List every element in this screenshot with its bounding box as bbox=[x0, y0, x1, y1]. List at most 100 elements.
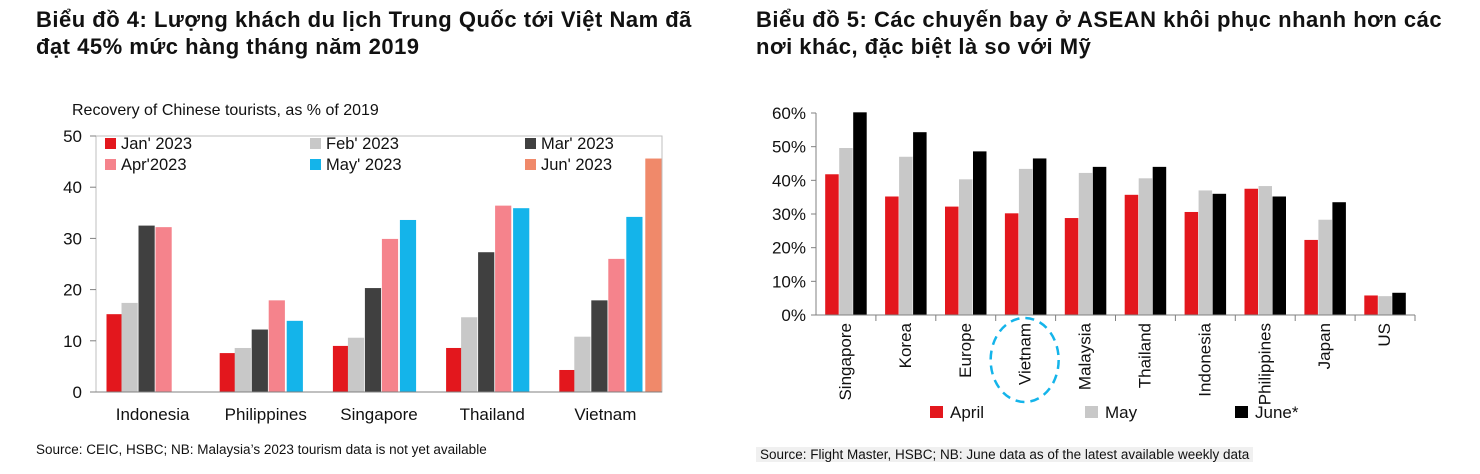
left-chart-subtitle: Recovery of Chinese tourists, as % of 20… bbox=[72, 102, 379, 119]
bar-may-japan bbox=[1318, 219, 1332, 315]
bar-april-singapore bbox=[825, 174, 839, 315]
x-tick-label-japan: Japan bbox=[1315, 323, 1334, 369]
legend-label-jun-2023: Jun' 2023 bbox=[541, 156, 612, 174]
legend-label-mar-2023: Mar' 2023 bbox=[541, 135, 614, 153]
x-tick-label-korea: Korea bbox=[896, 322, 915, 368]
bar-apr-2023-singapore bbox=[381, 238, 399, 392]
bar-mar-2023-indonesia bbox=[138, 225, 155, 392]
bar-jan-2023-singapore bbox=[332, 345, 350, 392]
y-tick-label: 30 bbox=[63, 229, 82, 248]
x-tick-label-indonesia: Indonesia bbox=[1195, 322, 1214, 396]
bar-april-thailand bbox=[1124, 194, 1139, 315]
bar-june-us bbox=[1392, 292, 1406, 315]
bar-may-malaysia bbox=[1078, 172, 1093, 315]
bar-may-philippines bbox=[1258, 186, 1272, 315]
bar-june-korea bbox=[913, 132, 927, 315]
legend-label-june: June* bbox=[1255, 403, 1299, 422]
legend-label-apr-2023: Apr'2023 bbox=[121, 156, 187, 174]
legend-label-may-2023: May' 2023 bbox=[326, 156, 402, 174]
legend-swatch-june bbox=[1235, 406, 1248, 418]
bar-mar-2023-thailand bbox=[478, 252, 495, 392]
bar-may-thailand bbox=[1138, 178, 1153, 315]
right-chart-panel: Biểu đồ 5: Các chuyến bay ở ASEAN khôi p… bbox=[740, 0, 1480, 474]
bar-june-singapore bbox=[853, 112, 867, 316]
y-tick-label: 30% bbox=[772, 205, 806, 224]
bar-feb-2023-philippines bbox=[234, 347, 251, 392]
x-tick-label-vietnam: Vietnam bbox=[1016, 323, 1035, 385]
x-tick-label-singapore: Singapore bbox=[836, 323, 855, 401]
legend-label-may: May bbox=[1105, 403, 1138, 422]
legend-swatch-april bbox=[930, 406, 943, 418]
y-tick-label: 50 bbox=[63, 127, 82, 146]
legend-label-feb-2023: Feb' 2023 bbox=[326, 135, 399, 153]
bar-may-europe bbox=[959, 179, 973, 315]
bar-may-indonesia bbox=[1198, 190, 1213, 315]
right-bar-chart: 0% 10% 20% 30% 40% 50% 60% Singapore Korea Europe… bbox=[772, 104, 1416, 422]
bar-may-singapore bbox=[839, 148, 853, 315]
legend-swatch-may bbox=[1085, 406, 1098, 418]
bar-april-us bbox=[1364, 295, 1378, 315]
bar-jan-2023-indonesia bbox=[106, 314, 123, 392]
bar-apr-2023-vietnam bbox=[608, 258, 625, 392]
y-tick-label: 40 bbox=[63, 178, 82, 197]
bar-jan-2023-vietnam bbox=[559, 369, 576, 392]
y-tick-label: 0 bbox=[73, 383, 82, 402]
x-tick-label-europe: Europe bbox=[956, 323, 975, 378]
y-tick-label: 50% bbox=[772, 138, 806, 157]
x-tick-label-thailand: Thailand bbox=[1135, 323, 1154, 388]
bar-june-indonesia bbox=[1212, 193, 1227, 315]
bar-mar-2023-singapore bbox=[364, 288, 382, 392]
bar-april-vietnam bbox=[1004, 213, 1019, 315]
bar-april-europe bbox=[945, 206, 959, 315]
legend-swatch-mar-2023 bbox=[525, 138, 536, 149]
bar-june-malaysia bbox=[1092, 166, 1107, 315]
bar-june-japan bbox=[1332, 202, 1346, 315]
bar-feb-2023-vietnam bbox=[574, 336, 591, 392]
x-tick-label-thailand: Thailand bbox=[460, 405, 525, 424]
x-tick-label-indonesia: Indonesia bbox=[116, 405, 190, 424]
bar-may-2023-singapore bbox=[399, 219, 417, 392]
bar-june-thailand bbox=[1152, 166, 1167, 315]
x-tick-label-philippines: Philippines bbox=[1255, 323, 1274, 405]
bar-june-philippines bbox=[1272, 196, 1286, 315]
right-chart-title: Biểu đồ 5: Các chuyến bay ở ASEAN khôi p… bbox=[756, 7, 1443, 59]
bar-apr-2023-philippines bbox=[268, 300, 285, 392]
y-tick-label: 10% bbox=[772, 272, 806, 291]
bar-mar-2023-vietnam bbox=[591, 300, 608, 392]
highlight-circle-vietnam bbox=[989, 316, 1060, 404]
bar-april-korea bbox=[885, 196, 899, 315]
x-tick-label-philippines: Philippines bbox=[225, 405, 307, 424]
bar-apr-2023-indonesia bbox=[155, 227, 172, 392]
bar-may-korea bbox=[899, 156, 913, 315]
bar-june-europe bbox=[973, 151, 987, 315]
y-tick-label: 20 bbox=[63, 281, 82, 300]
legend-swatch-feb-2023 bbox=[310, 138, 321, 149]
legend-swatch-jan-2023 bbox=[105, 138, 116, 149]
left-chart-title: Biểu đồ 4: Lượng khách du lịch Trung Quố… bbox=[36, 7, 692, 59]
bar-may-us bbox=[1378, 296, 1392, 315]
x-tick-label-malaysia: Malaysia bbox=[1076, 322, 1095, 390]
bar-may-2023-vietnam bbox=[626, 216, 643, 392]
bar-jan-2023-thailand bbox=[446, 347, 463, 392]
bar-jun-2023-vietnam bbox=[645, 158, 662, 392]
bar-jan-2023-philippines bbox=[219, 353, 236, 392]
x-tick-label-singapore: Singapore bbox=[340, 405, 418, 424]
left-chart-source: Source: CEIC, HSBC; NB: Malaysia’s 2023 … bbox=[36, 442, 487, 457]
bar-may-2023-thailand bbox=[513, 208, 530, 392]
x-tick-label-vietnam: Vietnam bbox=[574, 405, 636, 424]
bar-feb-2023-thailand bbox=[461, 317, 478, 392]
legend-swatch-jun-2023 bbox=[525, 159, 536, 170]
bar-april-japan bbox=[1304, 239, 1318, 315]
bar-april-indonesia bbox=[1184, 211, 1199, 315]
y-tick-label: 0% bbox=[781, 306, 806, 325]
y-tick-label: 40% bbox=[772, 171, 806, 190]
y-tick-label: 20% bbox=[772, 239, 806, 258]
legend-swatch-may-2023 bbox=[310, 159, 321, 170]
legend-label-jan-2023: Jan' 2023 bbox=[121, 135, 192, 153]
bar-june-vietnam bbox=[1032, 158, 1047, 315]
bar-may-2023-philippines bbox=[286, 320, 303, 392]
right-chart-source: Source: Flight Master, HSBC; NB: June da… bbox=[756, 447, 1254, 462]
y-tick-label: 10 bbox=[63, 332, 82, 351]
bar-feb-2023-singapore bbox=[347, 337, 365, 392]
legend-label-april: April bbox=[950, 403, 984, 422]
